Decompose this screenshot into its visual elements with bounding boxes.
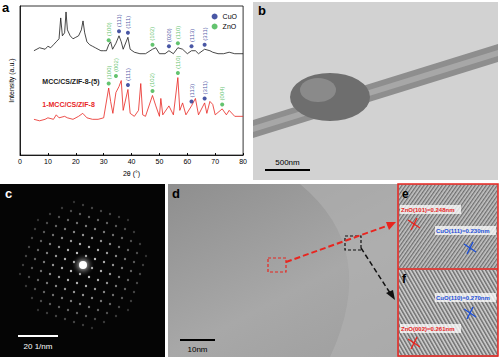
svg-text:ZnO(101)=0.248nm: ZnO(101)=0.248nm — [401, 207, 455, 213]
svg-text:1-MCC/CS/ZIF-8: 1-MCC/CS/ZIF-8 — [42, 101, 95, 108]
svg-text:ZnO(002)=0.261nm: ZnO(002)=0.261nm — [401, 326, 455, 332]
svg-text:f: f — [402, 272, 407, 286]
svg-text:(311): (311) — [202, 27, 208, 41]
svg-text:CuO(111)=0.230nm: CuO(111)=0.230nm — [436, 228, 490, 234]
svg-text:(113): (113) — [189, 29, 195, 43]
svg-text:50: 50 — [156, 158, 164, 165]
svg-text:(111): (111) — [125, 16, 131, 29]
svg-text:(100): (100) — [106, 66, 112, 80]
svg-text:(100): (100) — [106, 22, 112, 36]
svg-text:10nm: 10nm — [187, 345, 207, 354]
svg-text:c: c — [5, 186, 12, 201]
svg-text:20 1/nm: 20 1/nm — [24, 342, 53, 351]
svg-text:(102): (102) — [149, 27, 155, 41]
svg-text:CuO: CuO — [223, 13, 238, 20]
svg-text:(110): (110) — [175, 26, 181, 40]
svg-text:ZnO: ZnO — [223, 23, 237, 30]
svg-text:10: 10 — [44, 158, 52, 165]
svg-text:(020): (020) — [166, 28, 172, 42]
svg-text:Intensity (a.u.): Intensity (a.u.) — [8, 58, 16, 102]
svg-text:(004): (004) — [219, 86, 225, 100]
svg-text:70: 70 — [211, 158, 219, 165]
svg-text:80: 80 — [239, 158, 247, 165]
svg-text:20: 20 — [72, 158, 80, 165]
svg-text:a: a — [2, 0, 10, 15]
svg-text:(111): (111) — [125, 68, 131, 81]
svg-text:30: 30 — [100, 158, 108, 165]
svg-text:d: d — [172, 186, 180, 201]
svg-text:b: b — [258, 3, 266, 18]
svg-text:(102): (102) — [149, 73, 155, 87]
svg-text:e: e — [402, 187, 409, 201]
svg-text:0: 0 — [18, 158, 22, 165]
svg-text:40: 40 — [128, 158, 136, 165]
svg-text:MCC/CS/ZIF-8-(5): MCC/CS/ZIF-8-(5) — [42, 78, 99, 86]
svg-text:(110): (110) — [175, 56, 181, 70]
svg-text:60: 60 — [183, 158, 191, 165]
svg-text:500nm: 500nm — [275, 158, 300, 167]
svg-text:(002): (002) — [113, 58, 119, 72]
svg-text:CuO(110)=0.270nm: CuO(110)=0.270nm — [436, 295, 490, 301]
svg-text:(111): (111) — [116, 14, 122, 27]
svg-text:(311): (311) — [202, 81, 208, 95]
svg-text:(113): (113) — [189, 84, 195, 98]
svg-text:2θ (°): 2θ (°) — [123, 170, 140, 178]
